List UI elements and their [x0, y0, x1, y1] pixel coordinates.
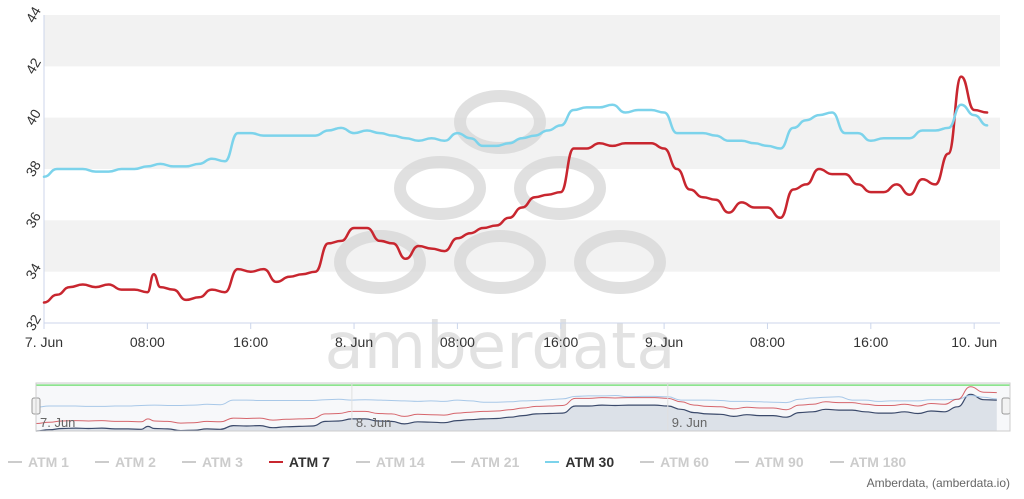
legend-item-atm-30[interactable]: ATM 30: [545, 452, 614, 472]
navigator-right-handle[interactable]: [1001, 397, 1011, 415]
legend-swatch: [355, 461, 370, 463]
x-tick-label: 7. Jun: [25, 334, 63, 350]
legend-swatch: [829, 461, 844, 463]
series-layer: [42, 75, 989, 304]
legend-label: ATM 3: [201, 454, 243, 470]
legend-swatch: [640, 461, 655, 463]
legend-item-atm-60[interactable]: ATM 60: [640, 452, 709, 472]
legend-item-atm-1[interactable]: ATM 1: [8, 452, 69, 472]
axes: 32 34 36 38 40 42 44 7. Jun 08:00 16:00 8. Jun 08:0…: [22, 4, 1000, 350]
series-line-atm-7[interactable]: [42, 75, 989, 304]
y-tick-label: 32: [22, 312, 44, 334]
legend-label: ATM 21: [470, 454, 520, 470]
legend-label: ATM 7: [288, 454, 330, 470]
credits[interactable]: Amberdata, (amberdata.io): [866, 476, 1010, 490]
x-tick-label: 9. Jun: [645, 334, 683, 350]
y-tick-label: 38: [22, 158, 44, 180]
watermark-text: amberdata: [325, 310, 676, 384]
series-line-atm-30[interactable]: [42, 103, 989, 178]
x-tick-label: 16:00: [543, 334, 578, 350]
legend-label: ATM 30: [565, 454, 615, 470]
navigator-series-line: [35, 394, 997, 408]
legend-swatch: [545, 461, 560, 463]
plot-band: [44, 15, 1000, 67]
legend-label: ATM 1: [28, 454, 69, 470]
navigator-tick-label: 8. Jun: [356, 415, 391, 430]
x-tick-label: 08:00: [440, 334, 475, 350]
legend-item-atm-180[interactable]: ATM 180: [829, 452, 907, 472]
x-tick-label: 8. Jun: [335, 334, 373, 350]
y-tick-label: 40: [22, 106, 44, 128]
navigator-tick-label: 9. Jun: [672, 415, 707, 430]
navigator[interactable]: 7. Jun 8. Jun 9. Jun: [31, 382, 1011, 432]
navigator-mask[interactable]: [35, 382, 1011, 432]
legend-label: ATM 180: [849, 454, 907, 470]
x-tick-label: 16:00: [233, 334, 268, 350]
legend-item-atm-21[interactable]: ATM 21: [450, 452, 520, 472]
x-tick-label: 10. Jun: [951, 334, 997, 350]
y-tick-label: 36: [22, 209, 44, 231]
legend-swatch: [450, 461, 465, 463]
legend-swatch: [181, 461, 196, 463]
y-tick-label: 42: [22, 55, 44, 77]
legend-swatch: [94, 461, 109, 463]
navigator-area: [36, 394, 997, 431]
legend-item-atm-2[interactable]: ATM 2: [94, 452, 156, 472]
x-tick-label: 08:00: [750, 334, 785, 350]
legend-item-atm-90[interactable]: ATM 90: [734, 452, 804, 472]
legend-swatch: [268, 461, 283, 463]
legend-label: ATM 60: [660, 454, 709, 470]
chart-area: amberdata 32 34 36 38 40 42 44 7. Jun 08:00 16:00…: [22, 4, 1011, 432]
legend-label: ATM 14: [375, 454, 425, 470]
legend-label: ATM 2: [114, 454, 156, 470]
legend-swatch: [734, 461, 749, 463]
y-tick-label: 44: [22, 4, 44, 26]
legend: ATM 1 ATM 2 ATM 3 ATM 7 ATM 14 ATM 21 ATM 30 AT…: [8, 452, 932, 472]
legend-label: ATM 90: [754, 454, 804, 470]
legend-swatch: [8, 461, 22, 463]
navigator-tick-label: 7. Jun: [40, 415, 75, 430]
x-tick-label: 16:00: [853, 334, 888, 350]
legend-item-atm-7[interactable]: ATM 7: [268, 452, 330, 472]
legend-item-atm-14[interactable]: ATM 14: [355, 452, 425, 472]
x-tick-label: 08:00: [130, 334, 165, 350]
navigator-series-line: [35, 386, 997, 424]
amberdata-watermark: amberdata: [325, 90, 676, 384]
legend-item-atm-3[interactable]: ATM 3: [181, 452, 243, 472]
y-tick-label: 34: [22, 260, 44, 282]
